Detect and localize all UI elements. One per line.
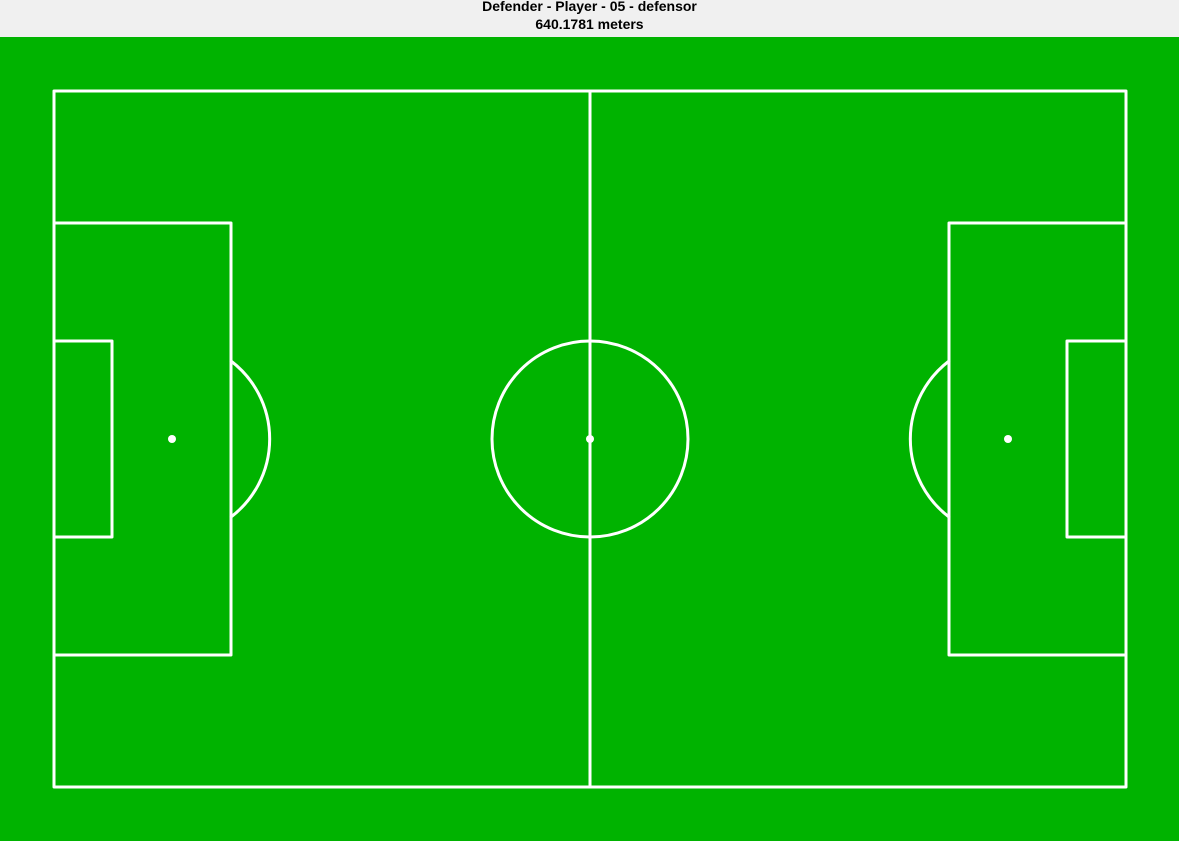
left-penalty-box [52, 221, 233, 657]
figure-title: Defender - Player - 05 - defensor 640.17… [0, 0, 1179, 37]
title-distance: 640.1781 meters [535, 16, 644, 32]
right-penalty-arc [908, 359, 951, 519]
center-spot [586, 435, 594, 443]
title-player: Defender - Player - 05 - defensor [482, 0, 697, 14]
left-penalty-arc [229, 359, 272, 519]
center-circle [490, 339, 690, 539]
right-penalty-box [947, 221, 1128, 657]
right-penalty-spot [1004, 435, 1012, 443]
left-goal-box [52, 339, 114, 539]
left-penalty-spot [168, 435, 176, 443]
right-goal-box [1065, 339, 1128, 539]
